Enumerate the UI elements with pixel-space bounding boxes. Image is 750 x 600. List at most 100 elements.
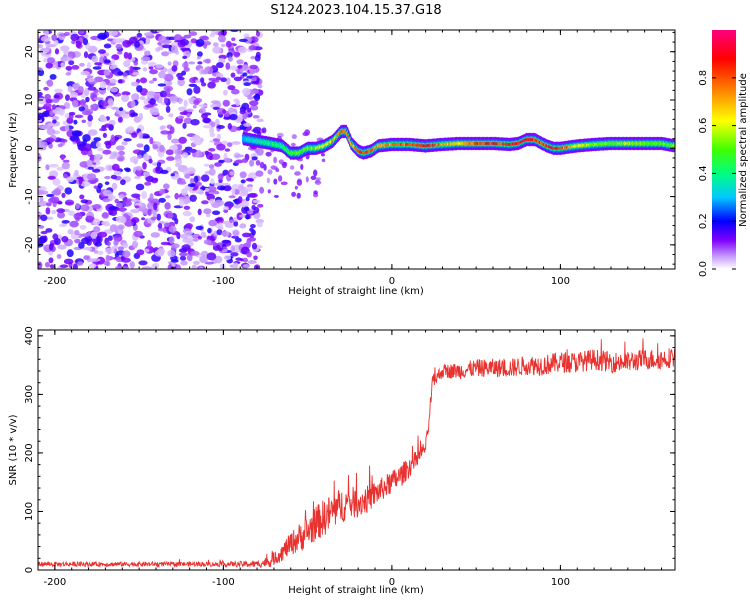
noise-blob: [80, 99, 86, 107]
noise-blob: [199, 256, 209, 264]
noise-blob: [101, 221, 106, 225]
noise-blob: [105, 141, 112, 149]
noise-blob: [63, 174, 69, 179]
noise-blob: [57, 211, 65, 219]
noise-blob: [65, 94, 70, 101]
noise-blob: [201, 174, 210, 182]
noise-blob: [228, 195, 236, 199]
noise-blob: [51, 104, 57, 110]
noise-blob: [230, 72, 236, 78]
colorbar-tick-label: 0.4: [698, 165, 709, 181]
noise-blob: [291, 191, 296, 197]
noise-blob: [45, 216, 54, 220]
noise-blob: [58, 223, 67, 227]
noise-blob: [210, 178, 215, 185]
noise-blob: [167, 249, 176, 258]
noise-blob: [115, 43, 123, 50]
noise-blob: [115, 202, 123, 208]
noise-blob: [38, 261, 43, 269]
noise-blob: [132, 149, 143, 154]
noise-blob: [198, 104, 208, 108]
noise-blob: [120, 216, 127, 224]
noise-blob: [40, 36, 51, 42]
noise-blob: [159, 169, 169, 174]
noise-blob: [165, 195, 171, 199]
noise-blob: [38, 97, 46, 105]
noise-blob: [110, 174, 117, 180]
noise-blob: [157, 150, 165, 158]
noise-blob: [61, 236, 69, 243]
noise-blob: [149, 69, 158, 75]
noise-blob: [155, 166, 161, 172]
noise-blob: [113, 239, 119, 246]
noise-blob: [188, 61, 196, 65]
noise-blob: [62, 159, 70, 163]
noise-blob: [160, 125, 167, 130]
noise-blob: [193, 139, 203, 146]
noise-blob: [179, 39, 189, 46]
noise-blob: [204, 261, 214, 265]
noise-blob: [122, 250, 131, 258]
noise-blob: [221, 239, 231, 244]
noise-blob: [111, 58, 116, 66]
noise-blob: [40, 214, 48, 222]
noise-blob: [66, 249, 74, 258]
noise-blob: [86, 61, 91, 70]
noise-blob: [222, 220, 231, 225]
noise-blob: [90, 104, 95, 110]
snr-frame: [37, 329, 676, 571]
noise-blob: [249, 64, 258, 70]
noise-blob: [151, 208, 156, 215]
snr-xlabel: Height of straight line (km): [288, 585, 424, 596]
noise-blob: [171, 243, 180, 249]
noise-blob: [196, 56, 201, 60]
noise-blob: [143, 171, 151, 176]
noise-blob: [109, 209, 118, 216]
noise-blob: [68, 111, 76, 116]
noise-blob: [72, 263, 78, 269]
noise-blob: [164, 202, 171, 210]
noise-blob: [89, 263, 97, 269]
noise-blob: [201, 82, 207, 87]
noise-blob: [233, 204, 241, 209]
noise-blob: [181, 62, 189, 69]
noise-blob: [48, 257, 54, 264]
noise-blob: [49, 196, 60, 203]
noise-blob: [183, 200, 189, 205]
noise-blob: [222, 109, 227, 114]
noise-blob: [61, 192, 66, 198]
noise-blob: [157, 115, 164, 121]
snr-xtick-label: -100: [212, 577, 235, 588]
noise-blob: [233, 98, 239, 103]
snr-ytick-label: 300: [24, 385, 35, 404]
noise-blob: [200, 250, 209, 257]
noise-blob: [144, 50, 151, 56]
noise-blob: [289, 165, 295, 170]
noise-blob: [70, 33, 80, 42]
noise-blob: [85, 96, 90, 103]
noise-blob: [58, 108, 65, 116]
noise-blob: [249, 192, 258, 198]
noise-blob: [61, 220, 70, 224]
noise-blob: [296, 192, 301, 199]
noise-blob: [67, 229, 74, 235]
noise-blob: [102, 198, 111, 203]
noise-blob: [95, 141, 102, 148]
noise-blob: [61, 139, 68, 143]
noise-blob: [96, 250, 104, 255]
noise-blob: [104, 175, 111, 180]
noise-blob: [77, 261, 84, 266]
noise-blob: [161, 44, 172, 49]
noise-blob: [121, 94, 130, 103]
noise-blob: [82, 134, 91, 142]
noise-blob: [231, 141, 241, 145]
noise-blob: [179, 199, 184, 207]
noise-blob: [224, 148, 231, 152]
noise-blob: [137, 154, 143, 159]
noise-blob: [182, 169, 188, 175]
noise-blob: [123, 138, 132, 142]
noise-blob: [187, 183, 196, 188]
noise-blob: [49, 74, 57, 80]
noise-blob: [186, 167, 196, 175]
